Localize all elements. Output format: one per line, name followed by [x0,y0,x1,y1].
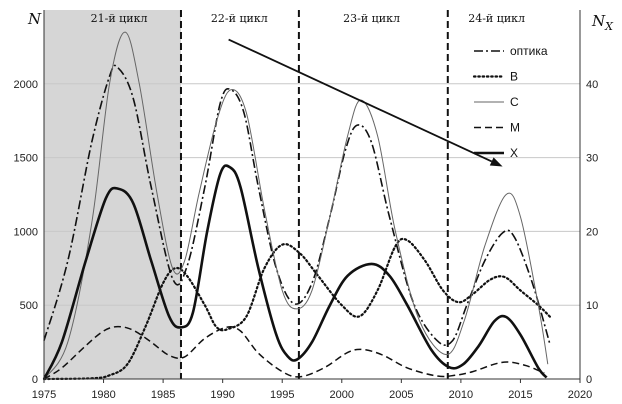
legend-label: X [510,146,518,160]
trend-arrow-head [489,157,503,167]
axes: 1975 1980 1985 1990 1995 2000 2005 2010 2015 2020… [14,10,598,401]
x-tick-label: 1985 [151,389,175,401]
legend-label: M [510,121,520,135]
y-left-tick-label: 0 [32,374,38,386]
grid [44,83,580,306]
x-tick-label: 2000 [330,389,354,401]
legend-label: оптика [510,44,548,58]
right-axis-label-main: N [591,12,606,30]
y-right-tick-label: 20 [586,226,598,238]
cycle-21-shaded-region [44,10,181,379]
cycle-label: 24-й цикл [468,12,525,25]
legend-label: B [510,70,518,84]
y-left-tick-label: 500 [20,300,38,312]
cycle-labels: 21-й цикл 22-й цикл 23-й цикл 24-й цикл [91,12,525,25]
x-tick-label: 1975 [32,389,56,401]
right-axis-label-sub: X [604,20,614,33]
left-axis-label: N [27,10,42,28]
series-lines [42,31,552,381]
cycle-label: 23-й цикл [343,12,400,25]
x-tick-label: 1995 [270,389,294,401]
trend-arrow-shaft [228,38,493,163]
y-right-tick-label: 40 [586,79,598,91]
series-line [42,237,552,381]
cycle-label: 21-й цикл [91,12,148,25]
cycle-label: 22-й цикл [211,12,268,25]
y-left-tick-label: 1500 [14,153,38,165]
series-line [43,31,549,380]
y-right-tick-label: 30 [586,153,598,165]
y-right-tick-label: 10 [586,300,598,312]
x-tick-label: 2010 [449,389,473,401]
series-line [42,164,548,380]
x-tick-label: 2005 [389,389,413,401]
y-left-tick-label: 2000 [14,79,38,91]
y-left-tick-label: 1000 [14,226,38,238]
x-tick-label: 1990 [210,389,234,401]
y-right-tick-label: 0 [586,374,592,386]
right-axis-label: NX [591,12,614,33]
legend-label: C [510,95,519,109]
trend-arrow [228,38,503,167]
x-tick-label: 2015 [508,389,532,401]
x-tick-label: 1980 [91,389,115,401]
x-tick-label: 2020 [568,389,592,401]
